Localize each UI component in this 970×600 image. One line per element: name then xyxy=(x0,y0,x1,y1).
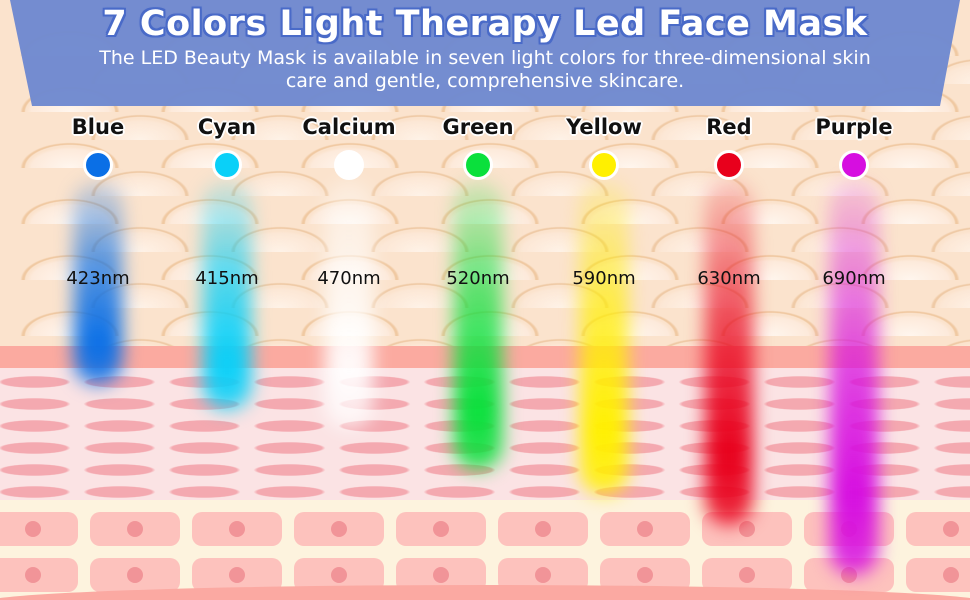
page-title: 7 Colors Light Therapy Led Face Mask xyxy=(102,4,868,44)
light-column-yellow: Yellow 590nm xyxy=(544,110,664,600)
skin-cell xyxy=(294,512,384,546)
color-dot-icon xyxy=(839,150,869,180)
light-column-cyan: Cyan 415nm xyxy=(167,110,287,600)
light-name-label: Calcium xyxy=(302,115,396,139)
light-column-green: Green 520nm xyxy=(418,110,538,600)
light-column-red: Red 630nm xyxy=(669,110,789,600)
subtitle-line-2: care and gentle, comprehensive skincare. xyxy=(285,70,685,92)
basal-layer xyxy=(0,585,970,600)
light-beam xyxy=(325,180,373,430)
light-name-label: Red xyxy=(706,115,752,139)
color-dot-icon xyxy=(334,150,364,180)
color-dot-icon xyxy=(714,150,744,180)
light-beam xyxy=(203,180,251,410)
skin-cell xyxy=(702,558,792,592)
skin-cell xyxy=(192,512,282,546)
light-column-calcium: Calcium 470nm xyxy=(289,110,409,600)
light-beam xyxy=(830,180,878,575)
light-column-blue: Blue 423nm xyxy=(38,110,158,600)
subtitle-line-1: The LED Beauty Mask is available in seve… xyxy=(99,47,871,69)
page-subtitle: The LED Beauty Mask is available in seve… xyxy=(50,47,920,93)
wavelength-label: 415nm xyxy=(195,268,259,289)
color-dot-icon xyxy=(212,150,242,180)
wavelength-label: 423nm xyxy=(66,268,130,289)
cell-grid xyxy=(0,500,970,600)
wavelength-label: 520nm xyxy=(446,268,510,289)
skin-cell xyxy=(0,512,78,546)
color-dot-icon xyxy=(589,150,619,180)
light-beam xyxy=(580,180,628,495)
wavelength-label: 630nm xyxy=(697,268,761,289)
light-name-label: Blue xyxy=(71,115,125,139)
skin-cell xyxy=(0,558,78,592)
skin-cell xyxy=(906,558,970,592)
light-beam xyxy=(705,180,753,525)
light-name-label: Green xyxy=(442,115,514,139)
color-dot-icon xyxy=(463,150,493,180)
title-banner xyxy=(10,0,960,106)
light-name-label: Cyan xyxy=(197,115,257,139)
light-beam xyxy=(454,180,502,470)
skin-cell xyxy=(90,512,180,546)
skin-cell xyxy=(600,512,690,546)
light-beam xyxy=(74,180,122,385)
wavelength-label: 590nm xyxy=(572,268,636,289)
color-dot-icon xyxy=(83,150,113,180)
wavelength-label: 470nm xyxy=(317,268,381,289)
skin-cell xyxy=(498,512,588,546)
skin-cell xyxy=(396,512,486,546)
light-name-label: Purple xyxy=(815,115,893,139)
light-name-label: Yellow xyxy=(566,115,642,139)
skin-cell xyxy=(906,512,970,546)
skin-cell xyxy=(90,558,180,592)
wavelength-label: 690nm xyxy=(822,268,886,289)
light-column-purple: Purple 690nm xyxy=(794,110,914,600)
